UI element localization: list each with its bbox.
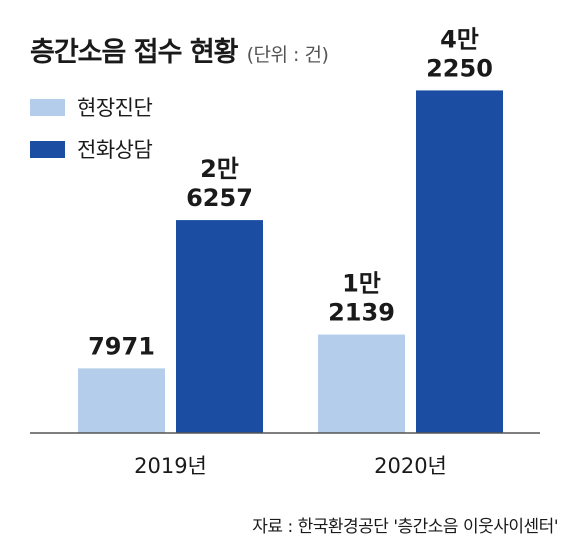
bar-phone-consult-1 — [176, 220, 263, 433]
bar-site-visit-1 — [78, 368, 165, 433]
value-label-phone-consult-1-line1: 2만 — [200, 155, 239, 183]
value-label-phone-consult-2-line1: 4만 — [440, 25, 479, 53]
legend-swatch-site-visit — [30, 98, 65, 116]
value-label-site-visit-2-line1: 1만 — [342, 270, 381, 298]
value-label-phone-consult-2-line2: 2250 — [426, 54, 493, 82]
legend-label-site-visit: 현장진단 — [77, 96, 153, 120]
bar-phone-consult-2 — [416, 90, 503, 434]
chart-title: 층간소음 접수 현황 — [30, 37, 239, 68]
unit-note: (단위 : 건) — [246, 44, 329, 66]
value-label-site-visit-1: 7971 — [88, 332, 155, 360]
x-tick-label-2: 2020년 — [374, 454, 447, 478]
value-label-phone-consult-1-line2: 6257 — [186, 184, 253, 212]
x-tick-label-1: 2019년 — [134, 454, 207, 478]
source-note: 자료 : 한국환경공단 '층간소음 이웃사이센터' — [252, 517, 558, 537]
bar-site-visit-2 — [318, 334, 405, 433]
legend-item-phone-consult: 전화상담 — [30, 134, 153, 164]
legend-item-site-visit: 현장진단 — [30, 92, 153, 122]
chart-title-block: 층간소음 접수 현황 (단위 : 건) — [30, 30, 329, 69]
legend-swatch-phone-consult — [30, 140, 65, 158]
value-label-site-visit-2-line2: 2139 — [328, 299, 395, 327]
legend-label-phone-consult: 전화상담 — [77, 138, 153, 162]
